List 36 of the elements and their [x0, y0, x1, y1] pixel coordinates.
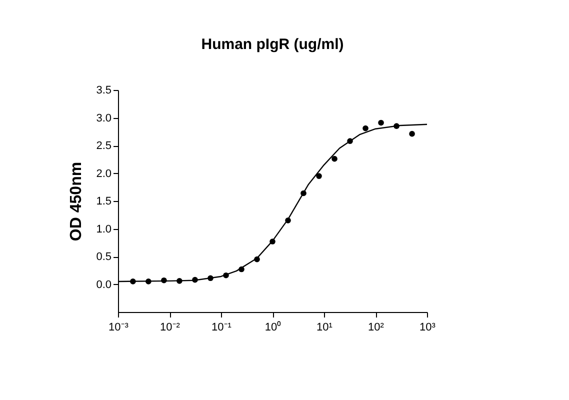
- x-tick-label: 10¹: [316, 322, 333, 334]
- point: [208, 275, 214, 282]
- y-tick-label: 2.0: [96, 168, 112, 180]
- y-tick-label: 3.0: [96, 112, 112, 124]
- point: [192, 276, 198, 283]
- point: [378, 120, 384, 126]
- point: [285, 218, 291, 224]
- point: [316, 173, 322, 179]
- point: [223, 272, 229, 278]
- y-tick-label: 1.0: [96, 223, 112, 236]
- point: [238, 266, 244, 272]
- point: [130, 278, 136, 284]
- y-tick-label: 3.5: [96, 84, 112, 96]
- point: [161, 277, 167, 284]
- point: [146, 278, 152, 284]
- x-tick-label: 10³: [420, 322, 436, 334]
- point: [300, 190, 306, 196]
- y-tick-label: 0.5: [96, 251, 112, 263]
- x-tick-label: 10²: [368, 322, 384, 334]
- chart-title: Human pIgR (ug/ml): [201, 36, 344, 53]
- point: [332, 156, 338, 162]
- point: [394, 123, 400, 129]
- point: [254, 256, 260, 262]
- point: [362, 125, 368, 132]
- x-tick-label: 10⁻¹: [212, 322, 232, 334]
- y-tick-label: 1.5: [96, 196, 112, 208]
- y-tick-label: 0.0: [96, 278, 112, 291]
- y-axis-title: OD 450nm: [68, 162, 86, 242]
- x-tick-label: 10⁰: [264, 320, 282, 334]
- point: [409, 130, 415, 137]
- point: [347, 138, 353, 144]
- point: [270, 238, 276, 244]
- y-tick-label: 2.5: [96, 140, 112, 152]
- x-tick-label: 10⁻³: [108, 322, 129, 334]
- point: [176, 278, 182, 284]
- x-tick-label: 10⁻²: [160, 322, 180, 334]
